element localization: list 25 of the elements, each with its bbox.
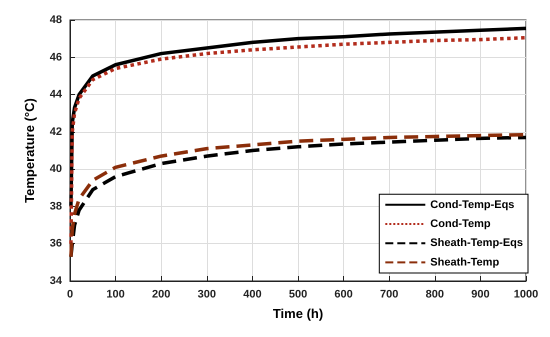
legend-label: Cond-Temp-Eqs xyxy=(430,198,514,211)
x-tick-label: 500 xyxy=(288,288,308,300)
x-tick-label: 200 xyxy=(152,288,170,300)
x-tick-label: 700 xyxy=(380,288,398,300)
x-tick-label: 900 xyxy=(471,288,490,300)
y-tick-label: 46 xyxy=(50,51,62,64)
x-tick-label: 600 xyxy=(334,288,353,300)
y-axis-title: Temperature (°C) xyxy=(22,98,37,203)
x-tick-label: 300 xyxy=(198,288,216,300)
x-tick-label: 400 xyxy=(243,288,262,300)
legend-label: Sheath-Temp-Eqs xyxy=(430,237,524,250)
y-tick-label: 40 xyxy=(50,163,62,176)
x-tick-label: 100 xyxy=(106,288,125,300)
x-tick-label: 1000 xyxy=(514,288,538,300)
y-tick-label: 48 xyxy=(50,14,62,26)
y-tick-label: 42 xyxy=(50,126,62,138)
x-axis-title: Time (h) xyxy=(272,306,324,321)
y-tick-label: 36 xyxy=(50,238,62,250)
legend-label: Sheath-Temp xyxy=(430,256,500,268)
y-tick-label: 34 xyxy=(50,275,63,287)
y-tick-label: 38 xyxy=(50,200,62,212)
x-tick-label: 0 xyxy=(66,288,74,300)
x-tick-label: 800 xyxy=(426,288,444,300)
y-tick-label: 44 xyxy=(50,88,63,101)
legend-label: Cond-Temp xyxy=(430,218,491,230)
